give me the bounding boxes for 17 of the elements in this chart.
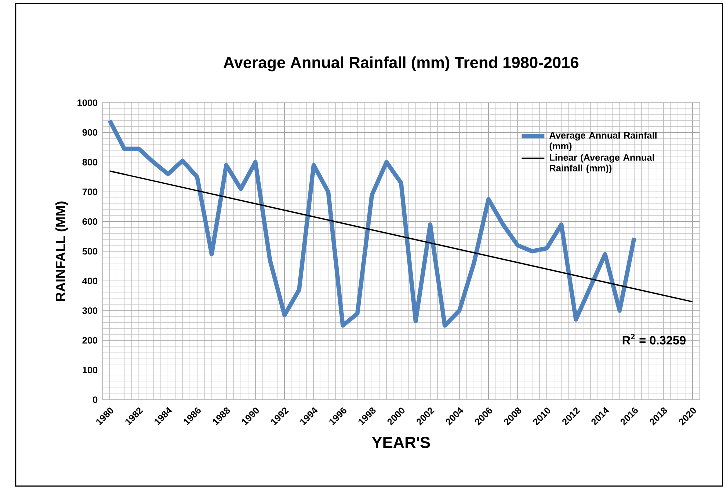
x-axis-title: YEAR'S bbox=[372, 437, 430, 448]
y-axis-title: RAINFALL (MM) bbox=[56, 202, 68, 301]
annotation: R$^{2}$ = 0.3259 bbox=[622, 334, 686, 345]
y-tick-label: 1000 bbox=[78, 100, 98, 106]
y-tick-label: 0 bbox=[93, 396, 98, 404]
y-tick-label: 500 bbox=[82, 248, 98, 255]
legend-label: Linear (Average Annual Rainfall (mm)) bbox=[550, 154, 654, 174]
y-tick-label: 700 bbox=[82, 188, 98, 196]
chart-title: Average Annual Rainfall (mm) Trend 1980-2016 bbox=[224, 56, 579, 72]
y-tick-label: 600 bbox=[82, 218, 98, 226]
y-tick-label: 200 bbox=[82, 337, 98, 344]
y-tick-label: 800 bbox=[82, 159, 98, 166]
y-tick-label: 300 bbox=[82, 308, 98, 314]
y-tick-label: 900 bbox=[82, 129, 98, 136]
legend-label: Average Annual Rainfall (mm) bbox=[550, 132, 657, 152]
y-tick-label: 400 bbox=[82, 278, 98, 284]
y-tick-label: 100 bbox=[82, 366, 98, 374]
